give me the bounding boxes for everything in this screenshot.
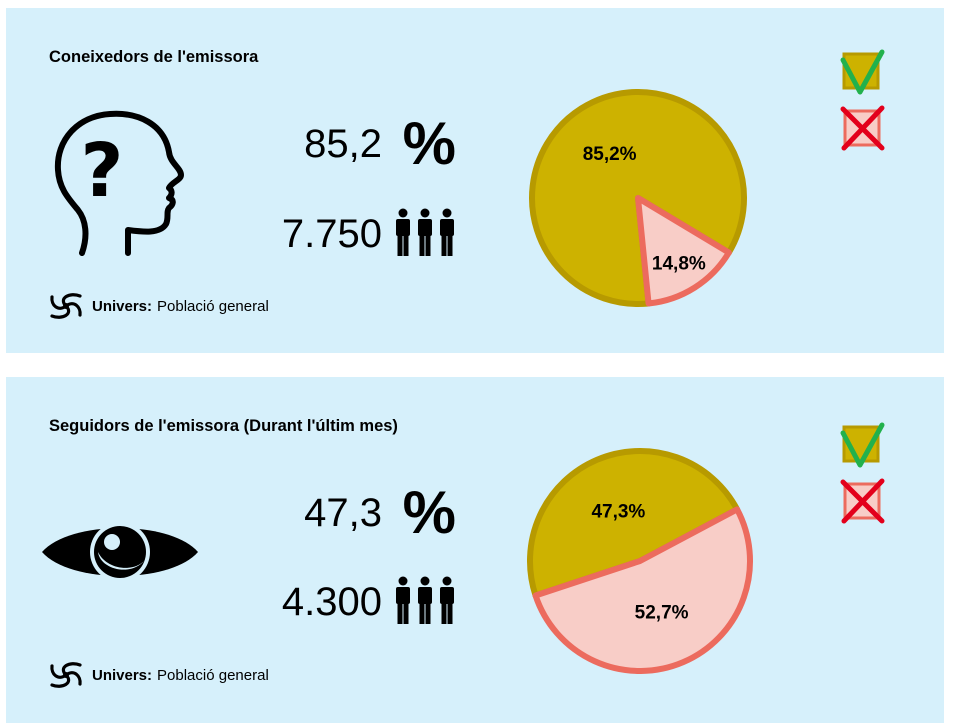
percent-sign: % — [402, 110, 456, 177]
head-question-icon: ? — [54, 110, 184, 256]
pie-slice-no — [635, 195, 732, 307]
check-icon — [840, 422, 885, 468]
percent-display: 47,3 % — [276, 483, 456, 553]
pie-label-no: 14,8% — [652, 253, 706, 274]
pie-slice-no — [532, 506, 753, 674]
panel-seguidors: Seguidors de l'emissora (Durant l'últim … — [6, 377, 944, 723]
pie-chart: 47,3% 52,7% — [527, 448, 753, 674]
source-note: Univers: Població general — [48, 290, 269, 322]
pie-label-yes: 47,3% — [591, 501, 645, 522]
pie-chart: 85,2% 14,8% — [529, 89, 747, 307]
pie-slice-yes — [527, 448, 741, 599]
percent-value: 47,3 — [304, 491, 382, 535]
people-icon — [396, 576, 454, 624]
panel-title: Seguidors de l'emissora (Durant l'últim … — [49, 417, 398, 435]
people-icon — [396, 208, 454, 256]
percent-sign: % — [402, 479, 456, 546]
eye-icon — [42, 522, 198, 582]
source-note: Univers: Població general — [48, 659, 269, 691]
cross-icon — [840, 478, 885, 524]
panel-title: Coneixedors de l'emissora — [49, 48, 259, 66]
count-value: 4.300 — [281, 580, 382, 624]
source-label: Univers: — [92, 666, 153, 684]
cross-icon — [840, 105, 885, 151]
percent-display: 85,2 % — [276, 114, 456, 184]
pie-label-yes: 85,2% — [583, 144, 637, 165]
count-value: 7.750 — [281, 212, 382, 256]
source-text: Població general — [157, 666, 269, 684]
count-display: 7.750 — [266, 204, 456, 264]
percent-value: 85,2 — [304, 122, 382, 166]
galaxy-icon — [50, 293, 82, 319]
count-display: 4.300 — [266, 572, 456, 632]
pie-label-no: 52,7% — [635, 603, 689, 624]
source-text: Població general — [157, 297, 269, 315]
panel-coneixedors: Coneixedors de l'emissora ? 85,2 % 7.750 — [6, 8, 944, 353]
source-label: Univers: — [92, 297, 153, 315]
svg-text:?: ? — [81, 128, 124, 214]
galaxy-icon — [50, 662, 82, 688]
check-icon — [840, 49, 885, 95]
